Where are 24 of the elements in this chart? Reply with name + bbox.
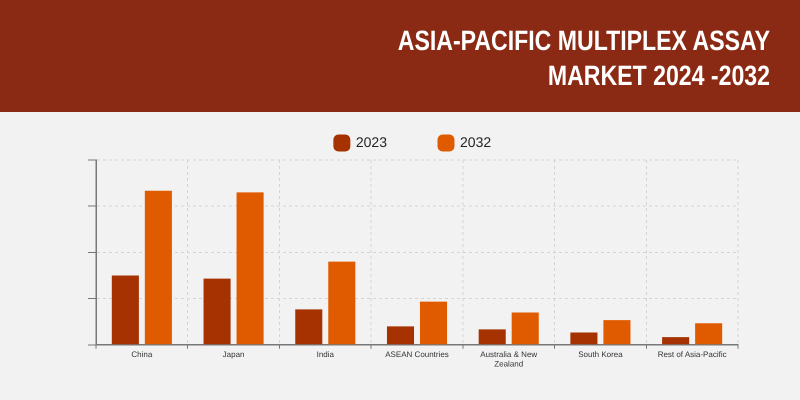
bar [204, 278, 231, 344]
x-tick-label: China [131, 350, 153, 359]
x-tick-label: Rest of Asia-Pacific [658, 350, 727, 359]
bar [420, 302, 448, 344]
bar [144, 190, 172, 344]
x-tick-label: India [316, 350, 335, 359]
bar [695, 323, 722, 344]
x-tick-label: South Korea [578, 350, 624, 359]
chart-title: ASIA-PACIFIC MULTIPLEX ASSAY MARKET 2024 -2032 [396, 24, 770, 93]
bar [112, 276, 139, 344]
bar [328, 262, 356, 344]
bar [603, 320, 630, 344]
bar [512, 312, 539, 344]
bar [478, 329, 506, 344]
x-tick-label: Japan [222, 350, 244, 359]
x-tick-label: ASEAN Countries [385, 350, 449, 359]
legend-label: 2023 [356, 134, 388, 150]
bar [662, 337, 690, 344]
bar [236, 192, 264, 344]
bar [295, 309, 322, 344]
bar [570, 332, 598, 344]
x-tick-label: Australia & New Zealand [480, 350, 538, 368]
legend-label: 2032 [460, 134, 492, 150]
bar [386, 326, 414, 344]
